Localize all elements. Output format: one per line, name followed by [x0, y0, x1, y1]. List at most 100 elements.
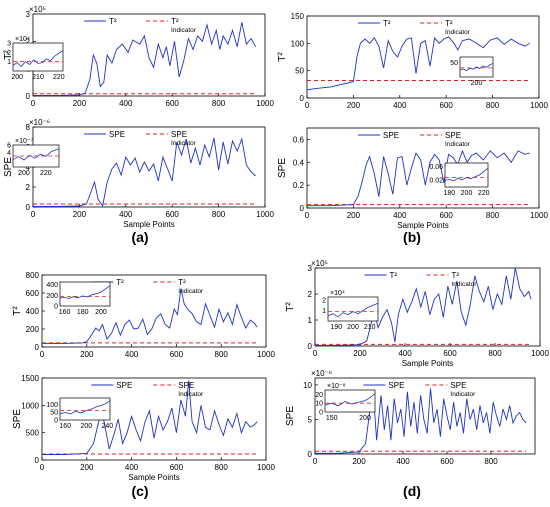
inset-frame: [444, 162, 489, 188]
legend-label-indicator: T²: [452, 271, 460, 280]
inset-exponent: ×10⁴: [15, 36, 30, 43]
y-tick-label: 100: [291, 39, 305, 48]
x-axis-label: Sample Points: [402, 359, 454, 368]
inset-y-tick-label: 50: [450, 60, 458, 67]
inset-y-tick-label: 0: [54, 418, 58, 425]
y-tick-label: 200: [26, 325, 40, 334]
y-axis-label: T²: [12, 306, 23, 316]
y-tick-label: 0.4: [293, 158, 305, 167]
inset-x-tick-label: 220: [478, 190, 490, 197]
y-axis-label: SPE: [12, 409, 23, 429]
inset-line-stat: [444, 167, 489, 182]
x-tick-label: 800: [215, 350, 229, 359]
inset-y-tick-label: 20: [315, 392, 323, 399]
x-tick-label: 0: [40, 350, 45, 359]
inset-y-tick-label: 200: [46, 293, 58, 300]
x-tick-label: 0: [31, 210, 36, 219]
legend-label-indicator-line2: Indicator: [450, 391, 476, 398]
y-tick-label: 0: [35, 456, 40, 465]
x-tick-label: 200: [352, 457, 366, 466]
legend-label-indicator-line2: Indicator: [178, 391, 204, 398]
y-axis-label: SPE: [277, 158, 288, 178]
x-tick-label: 200: [73, 210, 87, 219]
inset-line-stat: [59, 285, 111, 299]
x-tick-label: 600: [443, 349, 457, 358]
y-tick-label: 2: [26, 37, 31, 46]
inset-exponent: ×10⁻⁸: [327, 383, 346, 390]
panel-label-a: (a): [131, 229, 148, 245]
legend-label-indicator-line2: Indicator: [445, 29, 471, 36]
y-axis-label: T²: [285, 302, 296, 312]
inset-line-stat: [459, 62, 494, 72]
x-axis-label: Sample Points: [397, 221, 449, 230]
x-tick-label: 800: [212, 99, 226, 108]
inset-x-tick-label: 210: [32, 74, 44, 81]
x-tick-label: 800: [484, 457, 498, 466]
y-tick-label: 150: [291, 12, 305, 21]
y-axis-label: T²: [277, 52, 288, 62]
x-tick-label: 1000: [531, 349, 549, 358]
y-tick-label: 0: [308, 342, 313, 351]
inset: 160 180 200 0 200 400: [46, 281, 111, 316]
inset-y-tick-label: 2: [7, 50, 11, 57]
chart-b-bottom: 0 200 400 600 800 1000 0 0.2 0.4 0.6 SPE Sample Poi…: [277, 127, 548, 230]
x-tick-label: 400: [125, 350, 139, 359]
y-tick-label: 0: [300, 204, 305, 213]
y-axis-label: SPE: [3, 157, 14, 177]
x-tick-label: 800: [486, 211, 500, 220]
y-tick-label: 600: [26, 289, 40, 298]
inset-line-stat: [324, 393, 376, 407]
x-tick-label: 600: [166, 210, 180, 219]
x-tick-label: 200: [347, 211, 361, 220]
inset-x-tick-label: 160: [59, 423, 71, 430]
inset-x-tick-label: 190: [330, 324, 342, 331]
legend-label-stat: T²: [390, 271, 398, 280]
legend-label-stat: T²: [109, 17, 117, 26]
series-line-stat: [33, 22, 257, 96]
x-tick-label: 0: [305, 211, 310, 220]
x-tick-label: 0: [31, 99, 36, 108]
inset: 180 200 220 0.02 0.06: [429, 162, 490, 197]
inset-line-stat: [12, 50, 64, 67]
inset-frame: [12, 42, 64, 72]
panel-label-c: (c): [131, 483, 148, 499]
legend-label-indicator: T²: [178, 278, 186, 287]
inset-x-tick-label: 200: [18, 170, 30, 177]
y-tick-label: 2: [26, 183, 31, 192]
x-tick-label: 600: [440, 457, 454, 466]
inset-x-tick-label: 200: [347, 324, 359, 331]
inset-line-stat: [12, 148, 60, 161]
legend-label-stat: T²: [116, 278, 124, 287]
inset-y-tick-label: 400: [46, 282, 58, 289]
x-tick-label: 600: [166, 99, 180, 108]
x-tick-label: 0: [40, 463, 45, 472]
inset: 200 50: [450, 56, 494, 87]
inset-y-tick-label: 0: [319, 410, 323, 417]
plot-frame: [314, 377, 536, 455]
y-tick-label: 5: [308, 415, 313, 424]
y-tick-label: 0: [300, 94, 305, 103]
x-axis-label: Sample Points: [123, 220, 175, 229]
inset-exponent: ×10⁻⁷: [15, 138, 34, 145]
x-tick-label: 400: [119, 210, 133, 219]
inset-y-tick-label: 2: [322, 298, 326, 305]
inset-frame: [324, 389, 376, 413]
legend-label-indicator: T²: [171, 17, 179, 26]
x-tick-label: 600: [440, 211, 454, 220]
inset-x-tick-label: 220: [53, 74, 65, 81]
y-tick-label: 0.2: [293, 181, 305, 190]
y-tick-label: 10: [303, 381, 312, 390]
x-tick-label: 400: [398, 349, 412, 358]
inset: 150 200 0 10 20 ×10⁻⁸: [315, 383, 376, 422]
y-tick-label: 0: [26, 203, 31, 212]
y-tick-label: 0: [308, 450, 313, 459]
inset-x-tick-label: 200: [359, 415, 371, 422]
x-tick-label: 800: [212, 210, 226, 219]
inset-y-tick-label: 0.06: [429, 164, 443, 171]
inset-x-tick-label: 240: [102, 423, 114, 430]
inset-y-tick-label: 100: [46, 402, 58, 409]
inset-y-tick-label: 3: [7, 41, 11, 48]
